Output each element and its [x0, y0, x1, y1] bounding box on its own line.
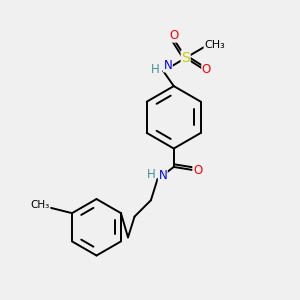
Text: H: H	[146, 168, 155, 181]
Text: N: N	[158, 169, 167, 182]
Text: H: H	[151, 63, 159, 76]
Text: CH₃: CH₃	[204, 40, 225, 50]
Text: S: S	[181, 51, 190, 65]
Text: O: O	[202, 63, 211, 76]
Text: O: O	[193, 164, 202, 177]
Text: N: N	[164, 59, 172, 72]
Text: CH₃: CH₃	[31, 200, 50, 210]
Text: O: O	[170, 29, 179, 42]
